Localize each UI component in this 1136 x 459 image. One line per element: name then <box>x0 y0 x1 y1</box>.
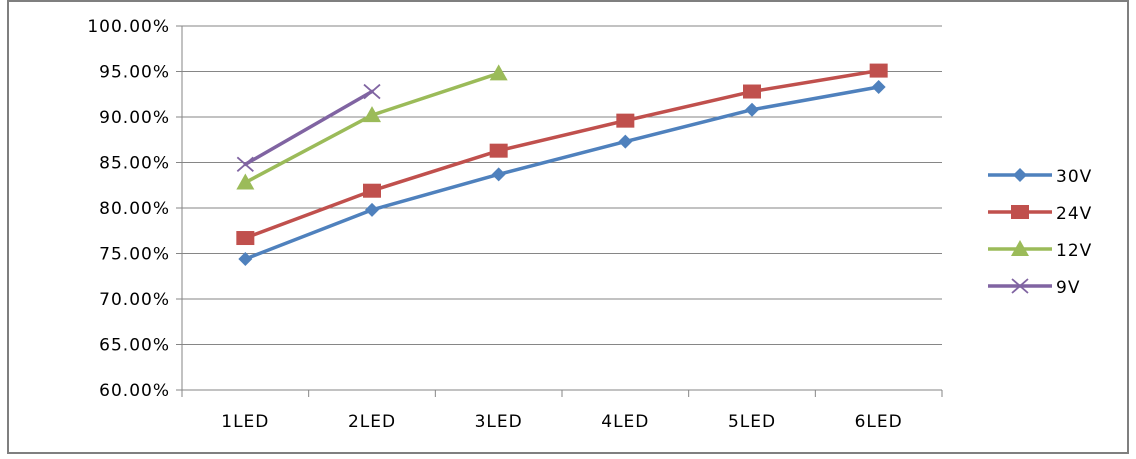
data-point-30v <box>491 167 506 182</box>
data-point-9v <box>363 83 381 100</box>
axes: 60.00% 65.00% 70.00% 75.00% 80.00% 85.00% 90.0… <box>87 17 943 432</box>
series-30v <box>238 79 886 266</box>
legend-marker-30v <box>1013 168 1027 182</box>
legend-entry-30v: 30V <box>988 167 1092 187</box>
y-tick-label: 70.00% <box>99 290 170 310</box>
data-point-12v <box>363 106 381 123</box>
series-line-30v <box>243 85 881 261</box>
y-tick-label: 60.00% <box>99 381 170 401</box>
x-tick-label: 1LED <box>221 412 269 432</box>
x-tick-label: 3LED <box>475 412 523 432</box>
marker-stroke <box>236 156 254 172</box>
data-point-24v <box>743 84 761 99</box>
data-point-24v <box>869 63 888 78</box>
data-point-30v <box>618 134 633 149</box>
data-point-30v <box>238 251 253 266</box>
x-tick-label: 5LED <box>728 412 776 432</box>
series-lines <box>236 63 888 266</box>
legend-marker-12v <box>1011 240 1029 256</box>
series-9v <box>236 83 381 172</box>
data-point-24v <box>489 143 508 158</box>
legend-label-24v: 24V <box>1056 204 1092 224</box>
series-12v <box>236 64 508 190</box>
series-line-24v <box>243 68 881 240</box>
y-tick-label: 65.00% <box>99 336 170 356</box>
series-line-9v <box>243 89 374 167</box>
series-24v <box>236 63 888 246</box>
data-point-12v <box>489 64 508 81</box>
legend-marker-24v <box>1011 205 1029 219</box>
chart-border <box>7 0 1129 454</box>
y-tick-label: 80.00% <box>99 199 170 219</box>
legend-entry-12v: 12V <box>988 240 1092 261</box>
legend-label-9v: 9V <box>1056 278 1080 298</box>
data-point-24v <box>616 113 635 128</box>
data-point-30v <box>365 202 379 217</box>
y-tick-label: 75.00% <box>99 245 170 265</box>
data-point-30v <box>745 102 759 117</box>
x-tick-label: 6LED <box>855 412 903 432</box>
legend-marker-9v <box>1011 278 1029 294</box>
legend-entry-24v: 24V <box>988 204 1092 224</box>
data-point-24v <box>363 183 381 198</box>
marker-stroke <box>1011 278 1029 294</box>
data-point-24v <box>236 231 255 246</box>
marker-stroke <box>363 83 381 100</box>
y-tick-label: 90.00% <box>99 108 170 128</box>
data-point-30v <box>871 79 886 94</box>
gridlines <box>182 25 942 345</box>
data-point-9v <box>236 156 254 172</box>
legend-label-30v: 30V <box>1056 167 1092 187</box>
legend: 30V 24V 12V 9V <box>988 167 1092 298</box>
y-tick-label: 95.00% <box>99 63 170 83</box>
y-tick-label: 85.00% <box>99 154 170 174</box>
x-tick-label: 2LED <box>348 412 396 432</box>
legend-entry-9v: 9V <box>988 278 1080 298</box>
data-point-12v <box>236 173 255 190</box>
legend-label-12v: 12V <box>1056 241 1092 261</box>
y-tick-label: 100.00% <box>87 17 170 37</box>
x-tick-label: 4LED <box>601 412 649 432</box>
